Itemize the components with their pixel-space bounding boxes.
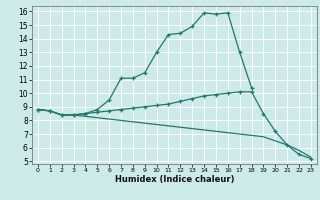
X-axis label: Humidex (Indice chaleur): Humidex (Indice chaleur)	[115, 175, 234, 184]
